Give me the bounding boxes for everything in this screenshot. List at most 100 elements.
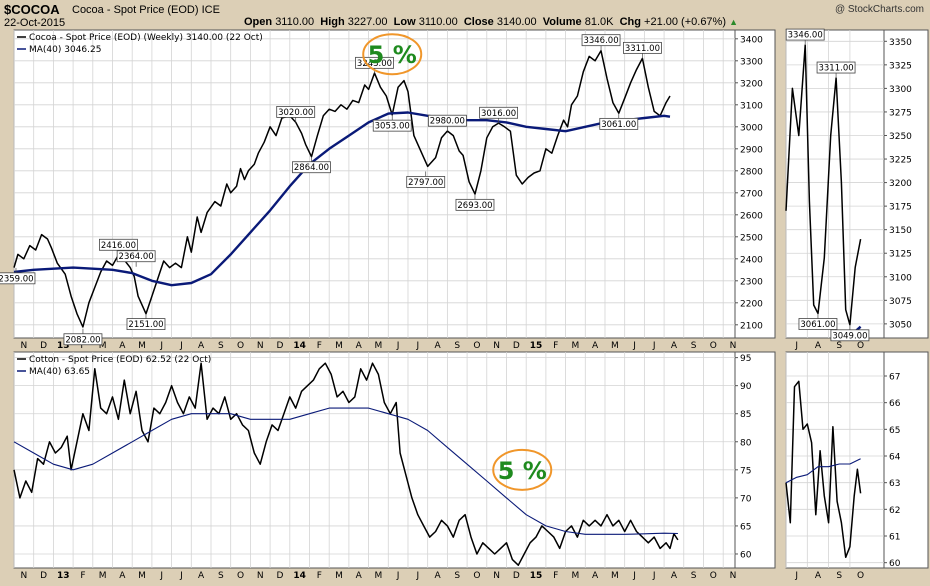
y-tick-label: 2200: [740, 299, 763, 309]
data-label-box: [372, 119, 412, 132]
data-label-box: [126, 318, 166, 330]
x-tick-label: J: [794, 571, 798, 581]
data-label-box: [785, 28, 825, 41]
x-tick-label: A: [671, 571, 678, 581]
y-tick-label: 2600: [740, 211, 763, 221]
x-tick-label: M: [99, 341, 107, 351]
x-tick-label: D: [40, 571, 47, 581]
x-tick-label: M: [138, 571, 146, 581]
x-tick-label: S: [218, 341, 224, 351]
symbol-title: $COCOA: [4, 2, 60, 17]
plot-area: [785, 29, 885, 339]
data-label: 2082.00: [65, 335, 100, 345]
data-label: 3061.00: [601, 120, 636, 130]
x-tick-label: J: [794, 341, 798, 351]
x-tick-label: N: [20, 571, 27, 581]
x-tick-label: F: [80, 341, 85, 351]
x-tick-label: S: [218, 571, 224, 581]
y-tick-label: 3100: [740, 101, 763, 111]
y-tick-label: 61: [889, 533, 900, 543]
data-label: 3061.00: [800, 320, 835, 330]
data-label: 2416.00: [101, 241, 136, 251]
low-label: Low: [393, 16, 416, 28]
data-label-box: [479, 106, 519, 119]
cotton-zoom-panel: 60 61 62 63 64 65 66 67 J A S O: [785, 351, 929, 581]
x-tick-label: D: [513, 571, 520, 581]
y-tick-label: 3050: [889, 320, 912, 330]
legend-entry: Cotton - Spot Price (EOD) 62.52 (22 Oct): [29, 355, 211, 365]
legend-entry: MA(40) 3046.25: [29, 45, 101, 55]
x-tick-label: A: [592, 341, 599, 351]
y-tick-label: 2900: [740, 145, 763, 155]
price-line: [13, 362, 679, 566]
x-tick-label: A: [592, 571, 599, 581]
x-tick-label: D: [276, 341, 283, 351]
y-tick-label: 2500: [740, 233, 763, 243]
x-tick-label: F: [553, 341, 558, 351]
x-tick-label: D: [276, 571, 283, 581]
x-tick-label: D: [513, 341, 520, 351]
x-tick-label: A: [356, 341, 363, 351]
y-tick-label: 3125: [889, 250, 912, 260]
y-tick-label: 3000: [740, 123, 763, 133]
close-value: 3140.00: [496, 16, 537, 28]
y-axis-area: [883, 29, 929, 339]
x-tick-label: O: [710, 341, 717, 351]
ma-line: [785, 458, 861, 484]
y-tick-label: 90: [740, 382, 752, 392]
x-tick-label: F: [80, 571, 85, 581]
x-tick-label: F: [553, 571, 558, 581]
x-tick-label: M: [375, 571, 383, 581]
copyright: @ StockCharts.com: [834, 4, 924, 15]
x-tick-label: A: [434, 571, 441, 581]
price-line: [785, 380, 862, 559]
y-tick-label: 65: [889, 426, 900, 436]
y-tick-label: 62: [889, 506, 900, 516]
y-tick-label: 95: [740, 354, 751, 364]
x-tick-label: A: [815, 341, 822, 351]
y-tick-label: 70: [740, 494, 752, 504]
data-label-box: [798, 318, 838, 330]
data-label: 2864.00: [294, 163, 329, 173]
x-tick-label: M: [99, 571, 107, 581]
annotation-circle: [362, 33, 423, 76]
data-label: 2151.00: [128, 320, 163, 330]
y-tick-label: 2800: [740, 167, 763, 177]
data-label: 3346.00: [788, 31, 823, 41]
symbol-subtitle: Cocoa - Spot Price (EOD) ICE: [72, 4, 220, 16]
data-label: 2797.00: [408, 178, 443, 188]
x-tick-label: 14: [293, 341, 306, 351]
x-tick-label: O: [237, 571, 244, 581]
quote-bar: Open 3110.00 High 3227.00 Low 3110.00 Cl…: [244, 16, 738, 28]
x-tick-label: A: [671, 341, 678, 351]
x-tick-label: O: [857, 571, 864, 581]
y-tick-label: 3175: [889, 203, 912, 213]
y-axis-area: [734, 351, 776, 569]
data-label-box: [406, 176, 446, 188]
x-tick-label: M: [611, 341, 619, 351]
x-tick-label: O: [857, 341, 864, 351]
y-tick-label: 3150: [889, 226, 912, 236]
x-tick-label: S: [454, 571, 460, 581]
plot-area: [13, 351, 736, 569]
y-tick-label: 85: [740, 410, 751, 420]
data-label: 3053.00: [375, 122, 410, 132]
legend-entry: Cocoa - Spot Price (EOD) (Weekly) 3140.0…: [29, 33, 263, 43]
x-tick-label: J: [416, 341, 420, 351]
x-tick-label: 15: [530, 341, 543, 351]
data-label: 2359.00: [0, 274, 34, 284]
data-label: 2693.00: [457, 201, 492, 211]
x-tick-label: D: [40, 341, 47, 351]
y-tick-label: 80: [740, 438, 752, 448]
y-tick-label: 3350: [889, 38, 912, 48]
x-tick-label: N: [257, 571, 264, 581]
y-tick-label: 3225: [889, 156, 912, 166]
y-tick-label: 3325: [889, 61, 912, 71]
x-tick-label: 13: [57, 341, 70, 351]
data-label-box: [355, 56, 394, 69]
annotation-label: 5 %: [498, 457, 547, 485]
x-tick-label: N: [257, 341, 264, 351]
x-tick-label: M: [375, 341, 383, 351]
x-tick-label: O: [237, 341, 244, 351]
x-tick-label: J: [179, 341, 183, 351]
